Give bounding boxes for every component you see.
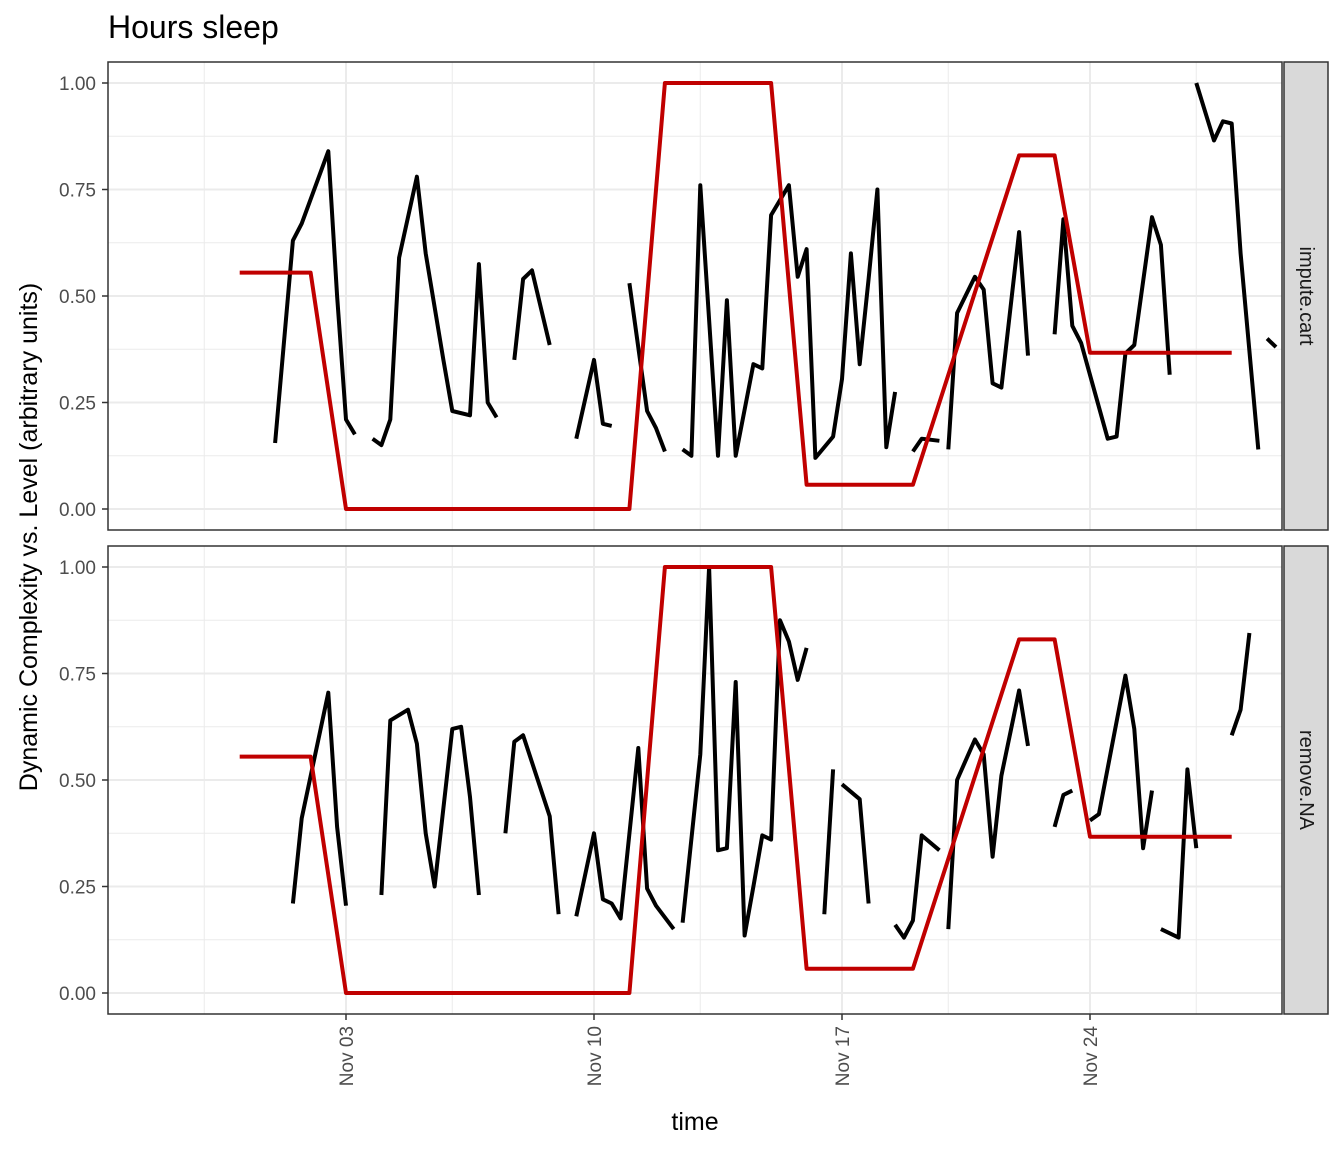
facet-strip bbox=[1283, 545, 1329, 1015]
complexity-segment-8 bbox=[946, 688, 1030, 930]
y-tick-label: 0.75 bbox=[59, 181, 96, 202]
facet-panels: 0.000.250.500.751.00impute.cart0.000.250… bbox=[59, 61, 1329, 1015]
complexity-segment-8 bbox=[1052, 215, 1172, 441]
y-tick-label: 0.50 bbox=[59, 287, 96, 308]
x-axis-label: time bbox=[671, 1108, 718, 1136]
complexity-segment-4 bbox=[680, 565, 809, 938]
complexity-segment-9 bbox=[1194, 82, 1261, 450]
y-tick-label: 1.00 bbox=[59, 74, 96, 95]
complexity-segment-11 bbox=[1160, 767, 1199, 940]
chart-title: Hours sleep bbox=[108, 9, 279, 45]
complexity-segment-5 bbox=[681, 183, 898, 460]
complexity-segment-10 bbox=[1265, 337, 1278, 349]
facet-strip-label: remove.NA bbox=[1295, 730, 1317, 831]
x-tick-label: Nov 03 bbox=[337, 1026, 358, 1086]
complexity-segment-0 bbox=[273, 149, 357, 444]
y-tick-label: 0.00 bbox=[59, 500, 96, 521]
complexity-segment-2 bbox=[512, 268, 552, 361]
facet-panel-remove.NA: 0.00 0.25 0.50 0.75 1.00 remove.NA bbox=[59, 545, 1329, 1015]
x-axis-ticks: Nov 03 Nov 10 Nov 17 Nov 24 bbox=[337, 1014, 1102, 1086]
y-tick-label: 0.25 bbox=[59, 878, 96, 899]
complexity-segment-7 bbox=[893, 833, 941, 940]
complexity-segment-5 bbox=[822, 769, 836, 915]
complexity-segment-1 bbox=[379, 707, 481, 896]
complexity-segment-4 bbox=[627, 282, 667, 453]
level-line bbox=[239, 565, 1232, 995]
y-tick-label: 1.00 bbox=[59, 558, 96, 579]
facet-panel-impute.cart: 0.00 0.25 0.50 0.75 1.00 impute.cart bbox=[59, 61, 1329, 531]
y-tick-label: 0.00 bbox=[59, 984, 96, 1005]
complexity-segment-1 bbox=[371, 174, 499, 448]
y-axis-label: Dynamic Complexity vs. Level (arbitrary … bbox=[15, 283, 43, 791]
facet-strip-label: impute.cart bbox=[1295, 247, 1317, 346]
complexity-segment-9 bbox=[1052, 788, 1074, 828]
complexity-segment-3 bbox=[574, 357, 613, 440]
level-line bbox=[239, 81, 1232, 511]
complexity-segment-6 bbox=[840, 782, 871, 904]
complexity-segment-2 bbox=[503, 733, 561, 915]
y-tick-label: 0.25 bbox=[59, 394, 96, 415]
x-tick-label: Nov 10 bbox=[585, 1026, 606, 1086]
y-tick-label: 0.75 bbox=[59, 665, 96, 686]
complexity-segment-12 bbox=[1229, 632, 1252, 736]
x-tick-label: Nov 24 bbox=[1081, 1026, 1102, 1087]
complexity-segment-6 bbox=[911, 436, 940, 453]
complexity-segment-7 bbox=[946, 230, 1030, 450]
facet-strip bbox=[1283, 61, 1329, 531]
y-tick-label: 0.50 bbox=[59, 771, 96, 792]
x-tick-label: Nov 17 bbox=[833, 1026, 854, 1086]
complexity-segment-0 bbox=[290, 690, 348, 906]
complexity-segment-3 bbox=[574, 746, 676, 931]
